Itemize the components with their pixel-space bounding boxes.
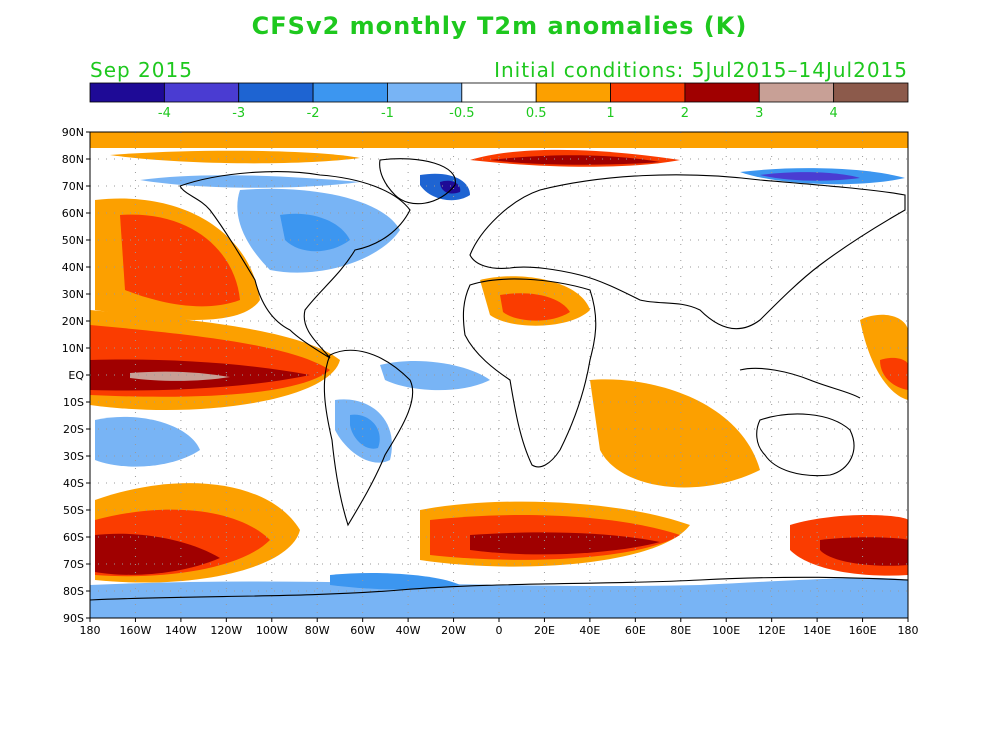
anomaly-field — [350, 414, 380, 449]
latitude-label: 50N — [62, 234, 84, 247]
longitude-label: 60E — [625, 624, 646, 637]
anomaly-field — [380, 360, 490, 391]
color-scale: -4 -3 -2 -1 -0.5 0.5 1 2 3 4 — [89, 82, 909, 121]
coastline — [179, 171, 411, 359]
longitude-label: 60W — [350, 624, 375, 637]
anomaly-field — [280, 213, 350, 252]
color-scale-label: 1 — [606, 106, 614, 121]
coastline — [462, 278, 597, 468]
longitude-label: 180 — [80, 624, 101, 637]
longitude-label: 120W — [210, 624, 242, 637]
longitude-label: 160W — [120, 624, 152, 637]
latitude-label: 60N — [62, 207, 84, 220]
latitude-label: 60S — [63, 531, 84, 544]
coastline — [739, 367, 861, 399]
anomaly-field — [880, 357, 908, 390]
latitude-label: 90S — [63, 612, 84, 625]
longitude-label: 140E — [803, 624, 831, 637]
anomaly-field — [490, 155, 660, 165]
coastline — [323, 349, 414, 527]
color-scale-label: -1 — [381, 106, 394, 121]
coastlines — [90, 158, 908, 601]
longitude-label: 80E — [670, 624, 691, 637]
latitude-label: 80S — [63, 585, 84, 598]
latitude-label: 30S — [63, 450, 84, 463]
anomaly-field — [820, 537, 908, 566]
latitude-label: 20N — [62, 315, 84, 328]
initial-conditions: Initial conditions: 5Jul2015–14Jul2015 — [494, 58, 908, 82]
longitude-label: 100E — [712, 624, 740, 637]
coastline — [90, 576, 908, 601]
anomaly-field — [95, 416, 200, 467]
longitude-label: 40W — [396, 624, 421, 637]
color-scale-label: -3 — [232, 106, 245, 121]
latitude-label: 50S — [63, 504, 84, 517]
color-scale-label: 0.5 — [526, 106, 547, 121]
anomaly-fields — [90, 132, 908, 618]
color-scale-label: 4 — [829, 106, 837, 121]
longitude-label: 80W — [305, 624, 330, 637]
anomaly-field — [760, 172, 860, 181]
longitude-label: 0 — [496, 624, 503, 637]
coastline — [469, 174, 906, 330]
coastline — [756, 413, 855, 477]
anomaly-field — [120, 214, 240, 307]
anomaly-field — [500, 293, 570, 321]
chart-title: CFSv2 monthly T2m anomalies (K) — [251, 12, 748, 40]
latitude-label: EQ — [68, 369, 84, 382]
anomaly-field — [470, 532, 660, 555]
anomaly-field — [590, 379, 760, 488]
latitude-label: 10S — [63, 396, 84, 409]
longitude-label: 120E — [758, 624, 786, 637]
latitude-label: 90N — [62, 126, 84, 139]
latitude-label: 40S — [63, 477, 84, 490]
latitude-label: 70S — [63, 558, 84, 571]
longitude-label: 20E — [534, 624, 555, 637]
color-scale-label: -4 — [158, 106, 171, 121]
color-scale-label: -0.5 — [449, 106, 474, 121]
anomaly-field — [110, 150, 360, 164]
forecast-month: Sep 2015 — [90, 58, 193, 82]
anomaly-field — [130, 371, 230, 381]
latitude-label: 40N — [62, 261, 84, 274]
anomaly-field — [140, 175, 360, 188]
longitude-label: 140W — [165, 624, 197, 637]
latitude-label: 10N — [62, 342, 84, 355]
axis-labels: 90N 80N 70N 60N 50N 40N 30N 20N 10N EQ 10S 20S 30S 40… — [62, 126, 919, 637]
latitude-label: 30N — [62, 288, 84, 301]
color-scale-label: 3 — [755, 106, 763, 121]
color-scale-label: 2 — [681, 106, 689, 121]
longitude-label: 180 — [898, 624, 919, 637]
longitude-label: 100W — [256, 624, 288, 637]
latitude-label: 70N — [62, 180, 84, 193]
latitude-label: 80N — [62, 153, 84, 166]
coastline — [379, 158, 456, 205]
graticule — [90, 132, 908, 618]
anomaly-field — [95, 533, 220, 575]
anomaly-field — [330, 573, 460, 590]
longitude-label: 20W — [441, 624, 466, 637]
latitude-label: 20S — [63, 423, 84, 436]
color-scale-label: -2 — [307, 106, 320, 121]
color-scale-swatch — [833, 82, 909, 103]
longitude-label: 160E — [849, 624, 877, 637]
anomaly-field — [90, 577, 908, 618]
longitude-label: 40E — [579, 624, 600, 637]
